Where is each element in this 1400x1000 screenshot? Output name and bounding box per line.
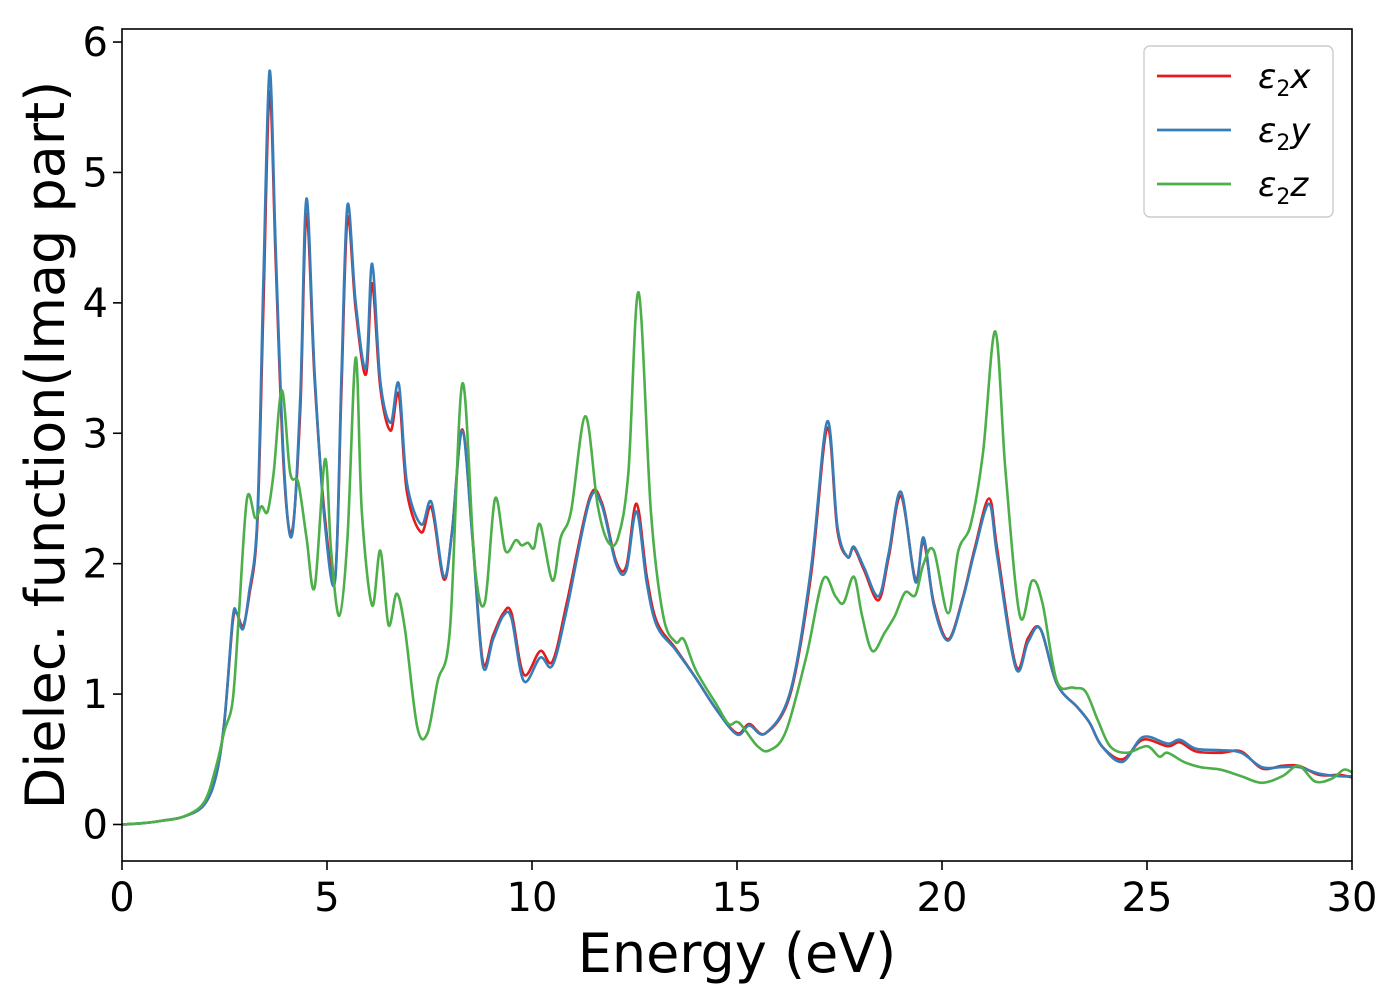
legend: ε2x ε2y ε2z [1143,45,1334,218]
x-tick-label: 20 [917,875,968,921]
legend-label: ε2y [1258,111,1311,156]
x-axis-ticks: 0 5 10 15 20 25 30 [109,861,1377,921]
legend-box [1143,45,1334,218]
series-line-y [121,69,1353,826]
x-tick-label: 15 [712,875,763,921]
x-tick-label: 25 [1122,875,1173,921]
legend-label: ε2x [1258,57,1311,102]
x-tick-label: 10 [507,875,558,921]
x-axis-title: Energy (eV) [578,922,897,985]
y-tick-label: 6 [83,20,108,66]
y-tick-label: 1 [83,672,108,718]
x-tick-label: 5 [314,875,339,921]
legend-label: ε2z [1258,165,1309,210]
y-tick-label: 0 [83,802,108,848]
series-line-z [121,291,1353,826]
y-axis-title: Dielec. function(Imag part) [14,81,77,810]
y-axis-ticks: 0 1 2 3 4 5 6 [83,20,122,848]
y-tick-label: 5 [83,150,108,196]
plot-lines [121,69,1353,826]
y-tick-label: 3 [83,411,108,457]
x-tick-label: 30 [1327,875,1378,921]
y-tick-label: 2 [83,542,108,588]
x-tick-label: 0 [109,875,134,921]
y-tick-label: 4 [83,281,108,327]
